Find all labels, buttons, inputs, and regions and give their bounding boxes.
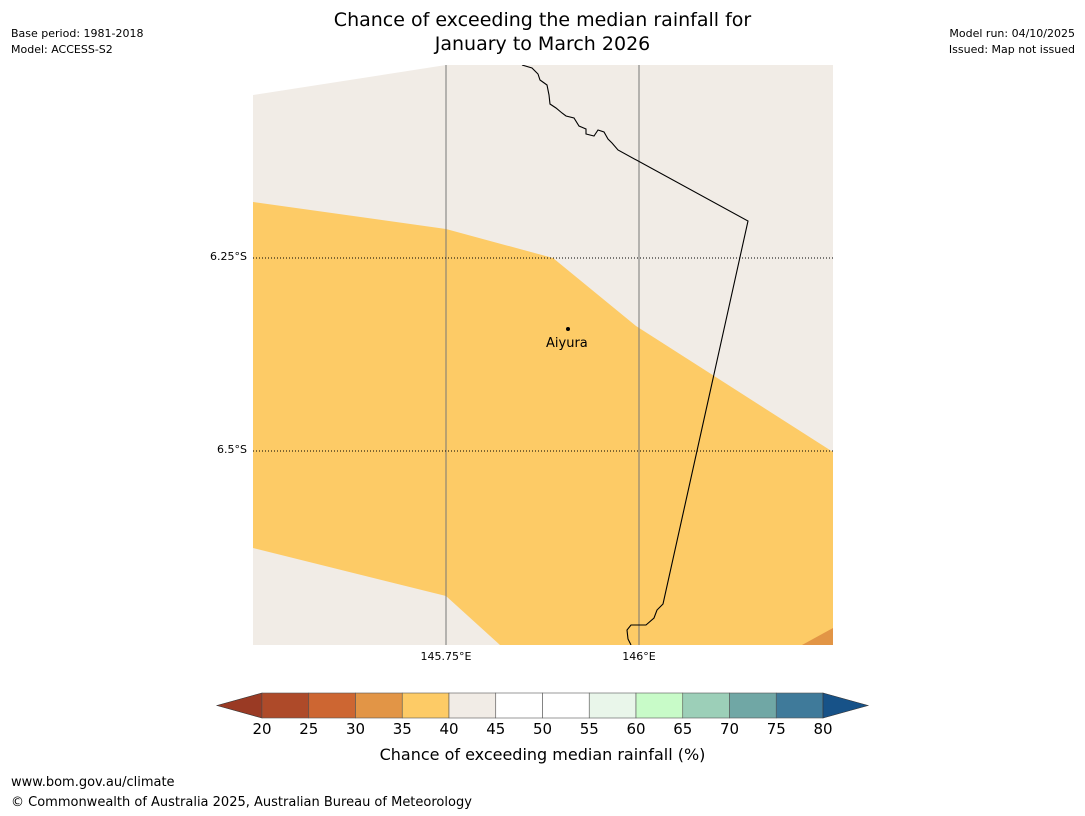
latitude-label-6-5: 6.5°S <box>217 443 247 456</box>
colorbar-segment <box>448 692 497 719</box>
base-period-text: Base period: 1981-2018 <box>11 27 144 40</box>
colorbar-segment <box>729 692 777 719</box>
colorbar-tick-label: 75 <box>766 720 786 738</box>
colorbar-tick-label: 45 <box>486 720 506 738</box>
colorbar-segment <box>682 692 730 719</box>
model-run-text: Model run: 04/10/2025 <box>949 27 1075 40</box>
aiyura-label: Aiyura <box>546 336 588 351</box>
category-35-40-region <box>253 202 833 645</box>
colorbar-segment <box>635 692 684 719</box>
footer-copyright: © Commonwealth of Australia 2025, Austra… <box>11 795 472 810</box>
colorbar-tick-label: 55 <box>579 720 599 738</box>
boundary-line <box>521 65 749 645</box>
colorbar-tick-label: 70 <box>719 720 740 738</box>
issued-text: Issued: Map not issued <box>948 43 1075 56</box>
title-line-2: January to March 2026 <box>434 33 651 55</box>
colorbar-label: Chance of exceeding median rainfall (%) <box>379 745 706 764</box>
colorbar-segment <box>495 692 543 719</box>
longitude-label-146: 146°E <box>622 650 656 663</box>
colorbar-tick-label: 35 <box>392 720 412 738</box>
colorbar-segment <box>775 692 824 719</box>
category-30-35-region <box>802 628 833 645</box>
meta-right: Model run: 04/10/2025 Issued: Map not is… <box>949 26 1075 58</box>
aiyura-marker <box>566 327 570 331</box>
colorbar-segment <box>588 692 637 719</box>
colorbar-tick-label: 80 <box>813 720 833 738</box>
colorbar-tick-label: 30 <box>345 720 366 738</box>
colorbar-tick-label: 65 <box>673 720 693 738</box>
map-title: Chance of exceeding the median rainfall … <box>0 8 1085 56</box>
meta-left: Base period: 1981-2018 Model: ACCESS-S2 <box>11 26 143 58</box>
colorbar-tick-label: 20 <box>252 720 272 738</box>
latitude-label-6-25: 6.25°S <box>210 250 247 263</box>
colorbar-segment <box>401 692 450 719</box>
colorbar-segment <box>308 692 356 719</box>
colorbar-tick-label: 60 <box>626 720 646 738</box>
footer-website: www.bom.gov.au/climate <box>11 775 175 790</box>
colorbar-under-arrow <box>215 692 263 719</box>
model-text: Model: ACCESS-S2 <box>11 43 113 56</box>
title-line-1: Chance of exceeding the median rainfall … <box>333 9 752 31</box>
colorbar-tick-label: 25 <box>299 720 319 738</box>
colorbar-segment <box>542 692 590 719</box>
longitude-label-145-75: 145.75°E <box>420 650 472 663</box>
colorbar-segment <box>261 692 310 719</box>
colorbar-over-arrow <box>822 692 870 719</box>
colorbar-segment <box>355 692 403 719</box>
colorbar-tick-label: 40 <box>439 720 459 738</box>
map-content <box>253 65 833 645</box>
colorbar-tick-label: 50 <box>532 720 553 738</box>
